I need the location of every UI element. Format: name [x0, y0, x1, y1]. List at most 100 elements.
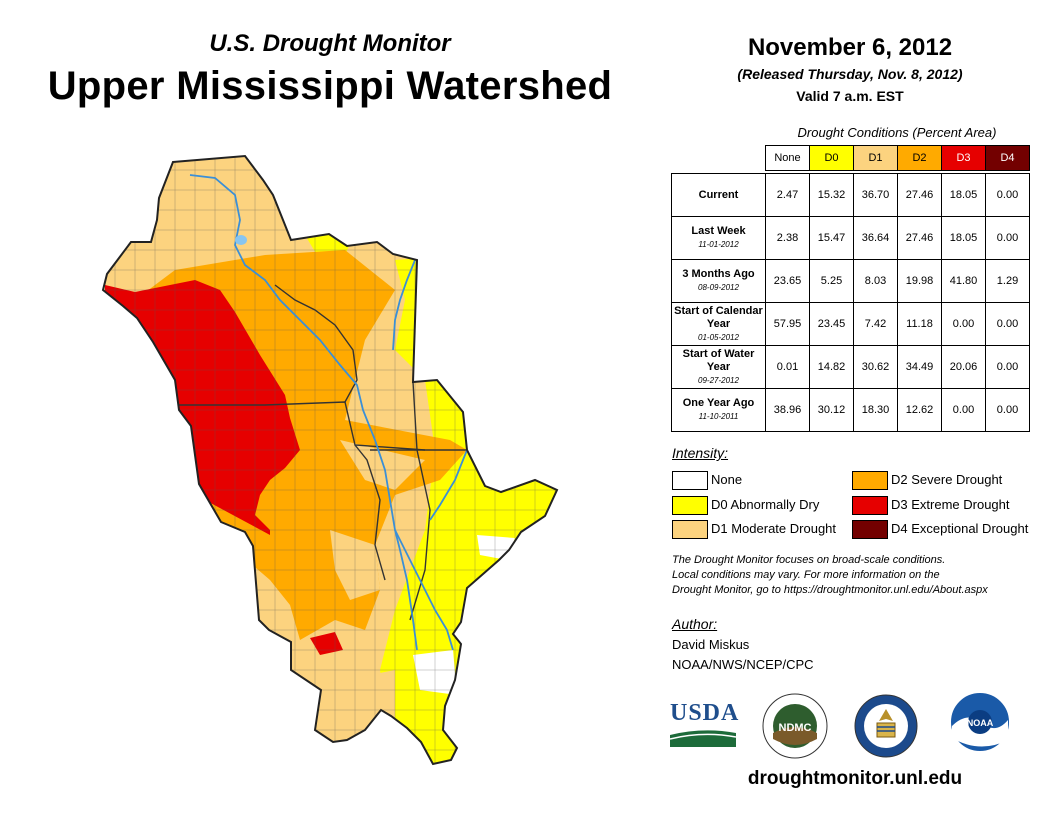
table-cell: 12.62: [897, 388, 942, 432]
table-cell: 0.00: [985, 302, 1030, 346]
noaa-logo-text: NOAA: [967, 718, 994, 728]
legend-swatch: [852, 520, 888, 539]
legend-swatch: [672, 471, 708, 490]
table-cell: 15.32: [809, 173, 854, 217]
table-cell: 27.46: [897, 173, 942, 217]
note-line: The Drought Monitor focuses on broad-sca…: [672, 554, 946, 566]
table-cell: 18.05: [941, 216, 986, 260]
watershed-outline: [101, 154, 559, 766]
row-date: 11-10-2011: [698, 412, 739, 421]
state-boundaries: [103, 284, 467, 621]
legend-label: None: [711, 472, 743, 487]
legend-label: D0 Abnormally Dry: [711, 497, 820, 512]
website-link[interactable]: droughtmonitor.unl.edu: [747, 768, 963, 789]
table-row: One Year Ago 11-10-2011 38.96 30.12 18.30 12.…: [671, 388, 1030, 432]
valid-time: Valid 7 a.m. EST: [796, 88, 904, 104]
table-cell: 38.96: [765, 388, 810, 432]
table-cell: 0.00: [941, 302, 986, 346]
col-header-d3: D3: [941, 145, 986, 171]
legend-swatch: [672, 520, 708, 539]
drought-conditions-table: None D0 D1 D2 D3 D4 Current 2.47 15.32 36.7…: [671, 145, 1030, 432]
table-row: 3 Months Ago 08-09-2012 23.65 5.25 8.03 19.98…: [671, 259, 1030, 303]
table-cell: 41.80: [941, 259, 986, 303]
col-header-d4: D4: [985, 145, 1030, 171]
table-cell: 2.47: [765, 173, 810, 217]
table-cell: 8.03: [853, 259, 898, 303]
intensity-title: Intensity:: [672, 445, 729, 461]
table-cell: 36.64: [853, 216, 898, 260]
table-cell: 30.62: [853, 345, 898, 389]
table-row: Last Week 11-01-2012 2.38 15.47 36.64 27.46 18…: [671, 216, 1030, 260]
legend-swatch: [852, 496, 888, 515]
drought-map: [101, 154, 559, 766]
legend-label: D1 Moderate Drought: [711, 521, 837, 536]
table-cell: 0.00: [941, 388, 986, 432]
table-cell: 0.01: [765, 345, 810, 389]
row-label: Start of Water Year: [682, 347, 755, 373]
table-cell: 18.05: [941, 173, 986, 217]
table-cell: 1.29: [985, 259, 1030, 303]
legend-swatch: [672, 496, 708, 515]
col-header-none: None: [765, 145, 810, 171]
d2-severe-north-area: [275, 275, 325, 325]
table-cell: 18.30: [853, 388, 898, 432]
table-row: Current 2.47 15.32 36.70 27.46 18.05 0.00: [671, 173, 1030, 217]
usda-logo-text: USDA: [670, 700, 740, 726]
row-header: Start of Water Year 09-27-2012: [671, 345, 766, 389]
table-cell: 0.00: [985, 345, 1030, 389]
lake-icon: [235, 235, 247, 245]
table-cell: 57.95: [765, 302, 810, 346]
map-title: Upper Mississippi Watershed: [47, 64, 613, 108]
row-label: 3 Months Ago: [682, 268, 755, 280]
legend-label: D2 Severe Drought: [891, 472, 1003, 487]
note-line: Drought Monitor, go to https://droughtmo…: [672, 584, 988, 596]
row-label: One Year Ago: [682, 397, 755, 409]
legend-label: D3 Extreme Drought: [891, 497, 1010, 512]
table-cell: 36.70: [853, 173, 898, 217]
table-caption: Drought Conditions (Percent Area): [797, 125, 997, 140]
row-header: Current: [671, 173, 766, 217]
table-cell: 15.47: [809, 216, 854, 260]
author-title: Author:: [672, 616, 718, 632]
map-subtitle: U.S. Drought Monitor: [209, 30, 451, 57]
table-cell: 0.00: [985, 173, 1030, 217]
table-cell: 27.46: [897, 216, 942, 260]
disclaimer-note: The Drought Monitor focuses on broad-sca…: [672, 553, 1052, 598]
table-cell: 7.42: [853, 302, 898, 346]
table-cell: 19.98: [897, 259, 942, 303]
valid-date: November 6, 2012: [747, 34, 953, 61]
ndmc-logo-text: NDMC: [779, 722, 812, 734]
legend-label: D4 Exceptional Drought: [891, 521, 1029, 536]
row-date: 01-05-2012: [698, 332, 739, 342]
col-header-d1: D1: [853, 145, 898, 171]
table-cell: 34.49: [897, 345, 942, 389]
note-line: Local conditions may vary. For more info…: [672, 569, 940, 581]
row-header: 3 Months Ago 08-09-2012: [671, 259, 766, 303]
noaa-logo: NOAA: [949, 691, 1011, 753]
row-header: Last Week 11-01-2012: [671, 216, 766, 260]
row-label: Last Week: [691, 225, 746, 237]
table-row: Start of Water Year 09-27-2012 0.01 14.82 30…: [671, 345, 1030, 389]
row-label: Start of Calendar Year: [674, 304, 763, 330]
release-date: (Released Thursday, Nov. 8, 2012): [737, 66, 963, 82]
d3-extreme-iowa-area: [165, 350, 235, 410]
table-row: Start of Calendar Year 01-05-2012 57.95 23.…: [671, 302, 1030, 346]
commerce-seal-logo: [854, 694, 918, 758]
row-date: 11-01-2012: [698, 240, 739, 249]
author-org: NOAA/NWS/NCEP/CPC: [672, 657, 814, 672]
row-date: 09-27-2012: [698, 375, 739, 385]
col-header-d2: D2: [897, 145, 942, 171]
col-header-d0: D0: [809, 145, 854, 171]
author-name: David Miskus: [672, 637, 750, 652]
row-date: 08-09-2012: [698, 283, 739, 292]
table-cell: 20.06: [941, 345, 986, 389]
table-cell: 2.38: [765, 216, 810, 260]
table-cell: 11.18: [897, 302, 942, 346]
row-header: Start of Calendar Year 01-05-2012: [671, 302, 766, 346]
table-cell: 23.45: [809, 302, 854, 346]
table-cell: 14.82: [809, 345, 854, 389]
table-cell: 5.25: [809, 259, 854, 303]
ndmc-logo: NDMC: [762, 693, 828, 759]
usda-hills-icon: [669, 730, 737, 747]
table-cell: 23.65: [765, 259, 810, 303]
